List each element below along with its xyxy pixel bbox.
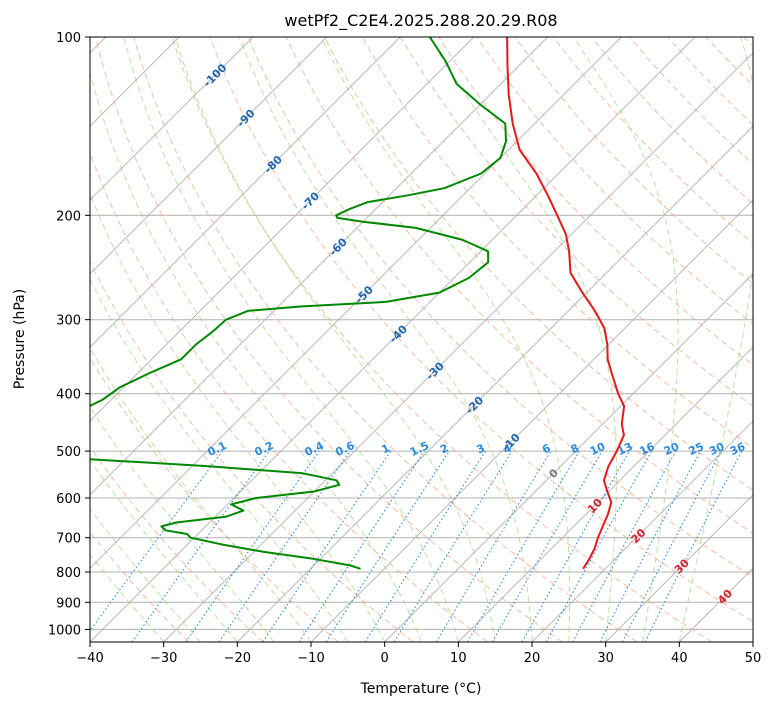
dry-adiabat-line bbox=[95, 37, 563, 642]
isotherm-grid bbox=[90, 37, 753, 642]
x-tick-label: 0 bbox=[381, 651, 389, 666]
isotherm-line bbox=[90, 37, 328, 275]
mixing-ratio-line bbox=[545, 450, 653, 642]
chart-title: wetPf2_C2E4.2025.288.20.29.R08 bbox=[284, 11, 557, 31]
mixing-ratio-line bbox=[131, 450, 270, 642]
x-tick-label: −40 bbox=[76, 651, 103, 666]
mixing-ratio-line bbox=[185, 450, 320, 642]
mixing-ratio-label: 20 bbox=[662, 440, 682, 458]
isotherm-line bbox=[236, 125, 753, 642]
moist-adiabat-line bbox=[90, 192, 386, 642]
isotherm-line bbox=[457, 346, 753, 642]
isotherm-line bbox=[90, 37, 622, 569]
isotherm-line bbox=[90, 37, 401, 348]
x-axis-label: Temperature (°C) bbox=[360, 681, 482, 697]
mixing-ratio-label: 30 bbox=[707, 440, 727, 458]
dry-adiabats bbox=[90, 37, 753, 642]
mixing-ratio-label: 16 bbox=[638, 440, 658, 458]
y-axis-label: Pressure (hPa) bbox=[12, 289, 28, 389]
isotherm-line bbox=[90, 37, 475, 422]
moist-adiabat-line bbox=[573, 37, 679, 642]
dry-adiabat-line bbox=[514, 37, 753, 285]
dry-adiabat-line bbox=[209, 37, 753, 623]
moist-adiabat-line bbox=[123, 37, 459, 642]
dry-adiabat-line bbox=[171, 37, 712, 642]
moist-adiabat-line bbox=[90, 278, 349, 642]
plot-frame bbox=[89, 36, 754, 643]
y-tick-label: 500 bbox=[56, 445, 81, 460]
isotherm-line bbox=[163, 52, 753, 642]
dry-adiabat-line bbox=[90, 260, 414, 642]
moist-adiabats bbox=[90, 37, 753, 642]
dry-adiabat-line bbox=[323, 37, 753, 491]
mixing-ratio-label: 10 bbox=[588, 440, 608, 458]
x-tick-label: 40 bbox=[671, 651, 688, 666]
mixing-ratio-line bbox=[325, 450, 450, 642]
isotherm-line bbox=[384, 273, 753, 642]
dry-adiabat-line bbox=[90, 356, 339, 642]
mixing-ratio-line bbox=[218, 450, 351, 642]
y-tick-label: 100 bbox=[56, 31, 81, 46]
x-axis-ticks: −40 −30 −20 −10 0 10 20 30 40 50 bbox=[76, 642, 761, 666]
mixing-ratio-line bbox=[644, 450, 743, 642]
x-tick-label: −20 bbox=[224, 651, 251, 666]
dry-adiabat-line bbox=[133, 37, 638, 642]
profile-series bbox=[90, 37, 626, 570]
moist-adiabat-line bbox=[90, 459, 238, 642]
dry-adiabat-line bbox=[476, 37, 753, 325]
isotherm-line bbox=[90, 37, 549, 496]
moist-adiabat-line bbox=[678, 37, 753, 642]
mixing-ratio-line bbox=[393, 450, 513, 642]
y-tick-label: 1000 bbox=[48, 623, 81, 638]
x-tick-label: 10 bbox=[450, 651, 467, 666]
mixing-ratio-line bbox=[298, 450, 425, 642]
isotherm-line bbox=[605, 494, 753, 642]
y-tick-label: 900 bbox=[56, 596, 81, 611]
isotherm-line bbox=[531, 420, 753, 642]
x-tick-label: −30 bbox=[150, 651, 177, 666]
moist-adiabat-line bbox=[90, 406, 275, 642]
temperature-profile-line bbox=[506, 37, 626, 570]
moist-adiabat-line bbox=[174, 37, 496, 642]
y-tick-label: 200 bbox=[56, 209, 81, 224]
dry-adiabat-line bbox=[90, 445, 264, 642]
x-tick-label: 50 bbox=[745, 651, 762, 666]
y-tick-label: 800 bbox=[56, 566, 81, 581]
y-tick-label: 700 bbox=[56, 532, 81, 547]
mixing-ratio-label: 36 bbox=[728, 440, 748, 458]
dewpoint-profile-line bbox=[90, 37, 507, 570]
dry-adiabat-line bbox=[285, 37, 753, 535]
isotherm-line bbox=[90, 37, 254, 201]
mixing-ratio-line bbox=[572, 450, 677, 642]
mixing-ratio-label: 25 bbox=[687, 440, 706, 458]
moist-adiabat-line bbox=[90, 553, 165, 642]
x-tick-label: 20 bbox=[524, 651, 541, 666]
moist-adiabat-line bbox=[90, 347, 312, 642]
mixing-ratio-line bbox=[90, 450, 223, 632]
moist-adiabat-line bbox=[320, 37, 571, 642]
y-tick-label: 300 bbox=[56, 314, 81, 329]
x-tick-label: −10 bbox=[297, 651, 324, 666]
dry-adiabat-line bbox=[247, 37, 753, 578]
x-tick-label: 30 bbox=[597, 651, 614, 666]
mixing-ratio-line bbox=[262, 450, 392, 642]
mixing-ratio-lines bbox=[90, 450, 743, 642]
mixing-ratio-line bbox=[521, 450, 630, 642]
y-tick-label: 400 bbox=[56, 388, 81, 403]
y-tick-label: 600 bbox=[56, 492, 81, 507]
y-axis-ticks: 100 200 300 400 500 600 700 800 900 1000 bbox=[48, 31, 90, 638]
moist-adiabat-line bbox=[90, 507, 201, 642]
moist-adiabat-line bbox=[238, 37, 533, 642]
moist-adiabat-line bbox=[429, 37, 617, 642]
